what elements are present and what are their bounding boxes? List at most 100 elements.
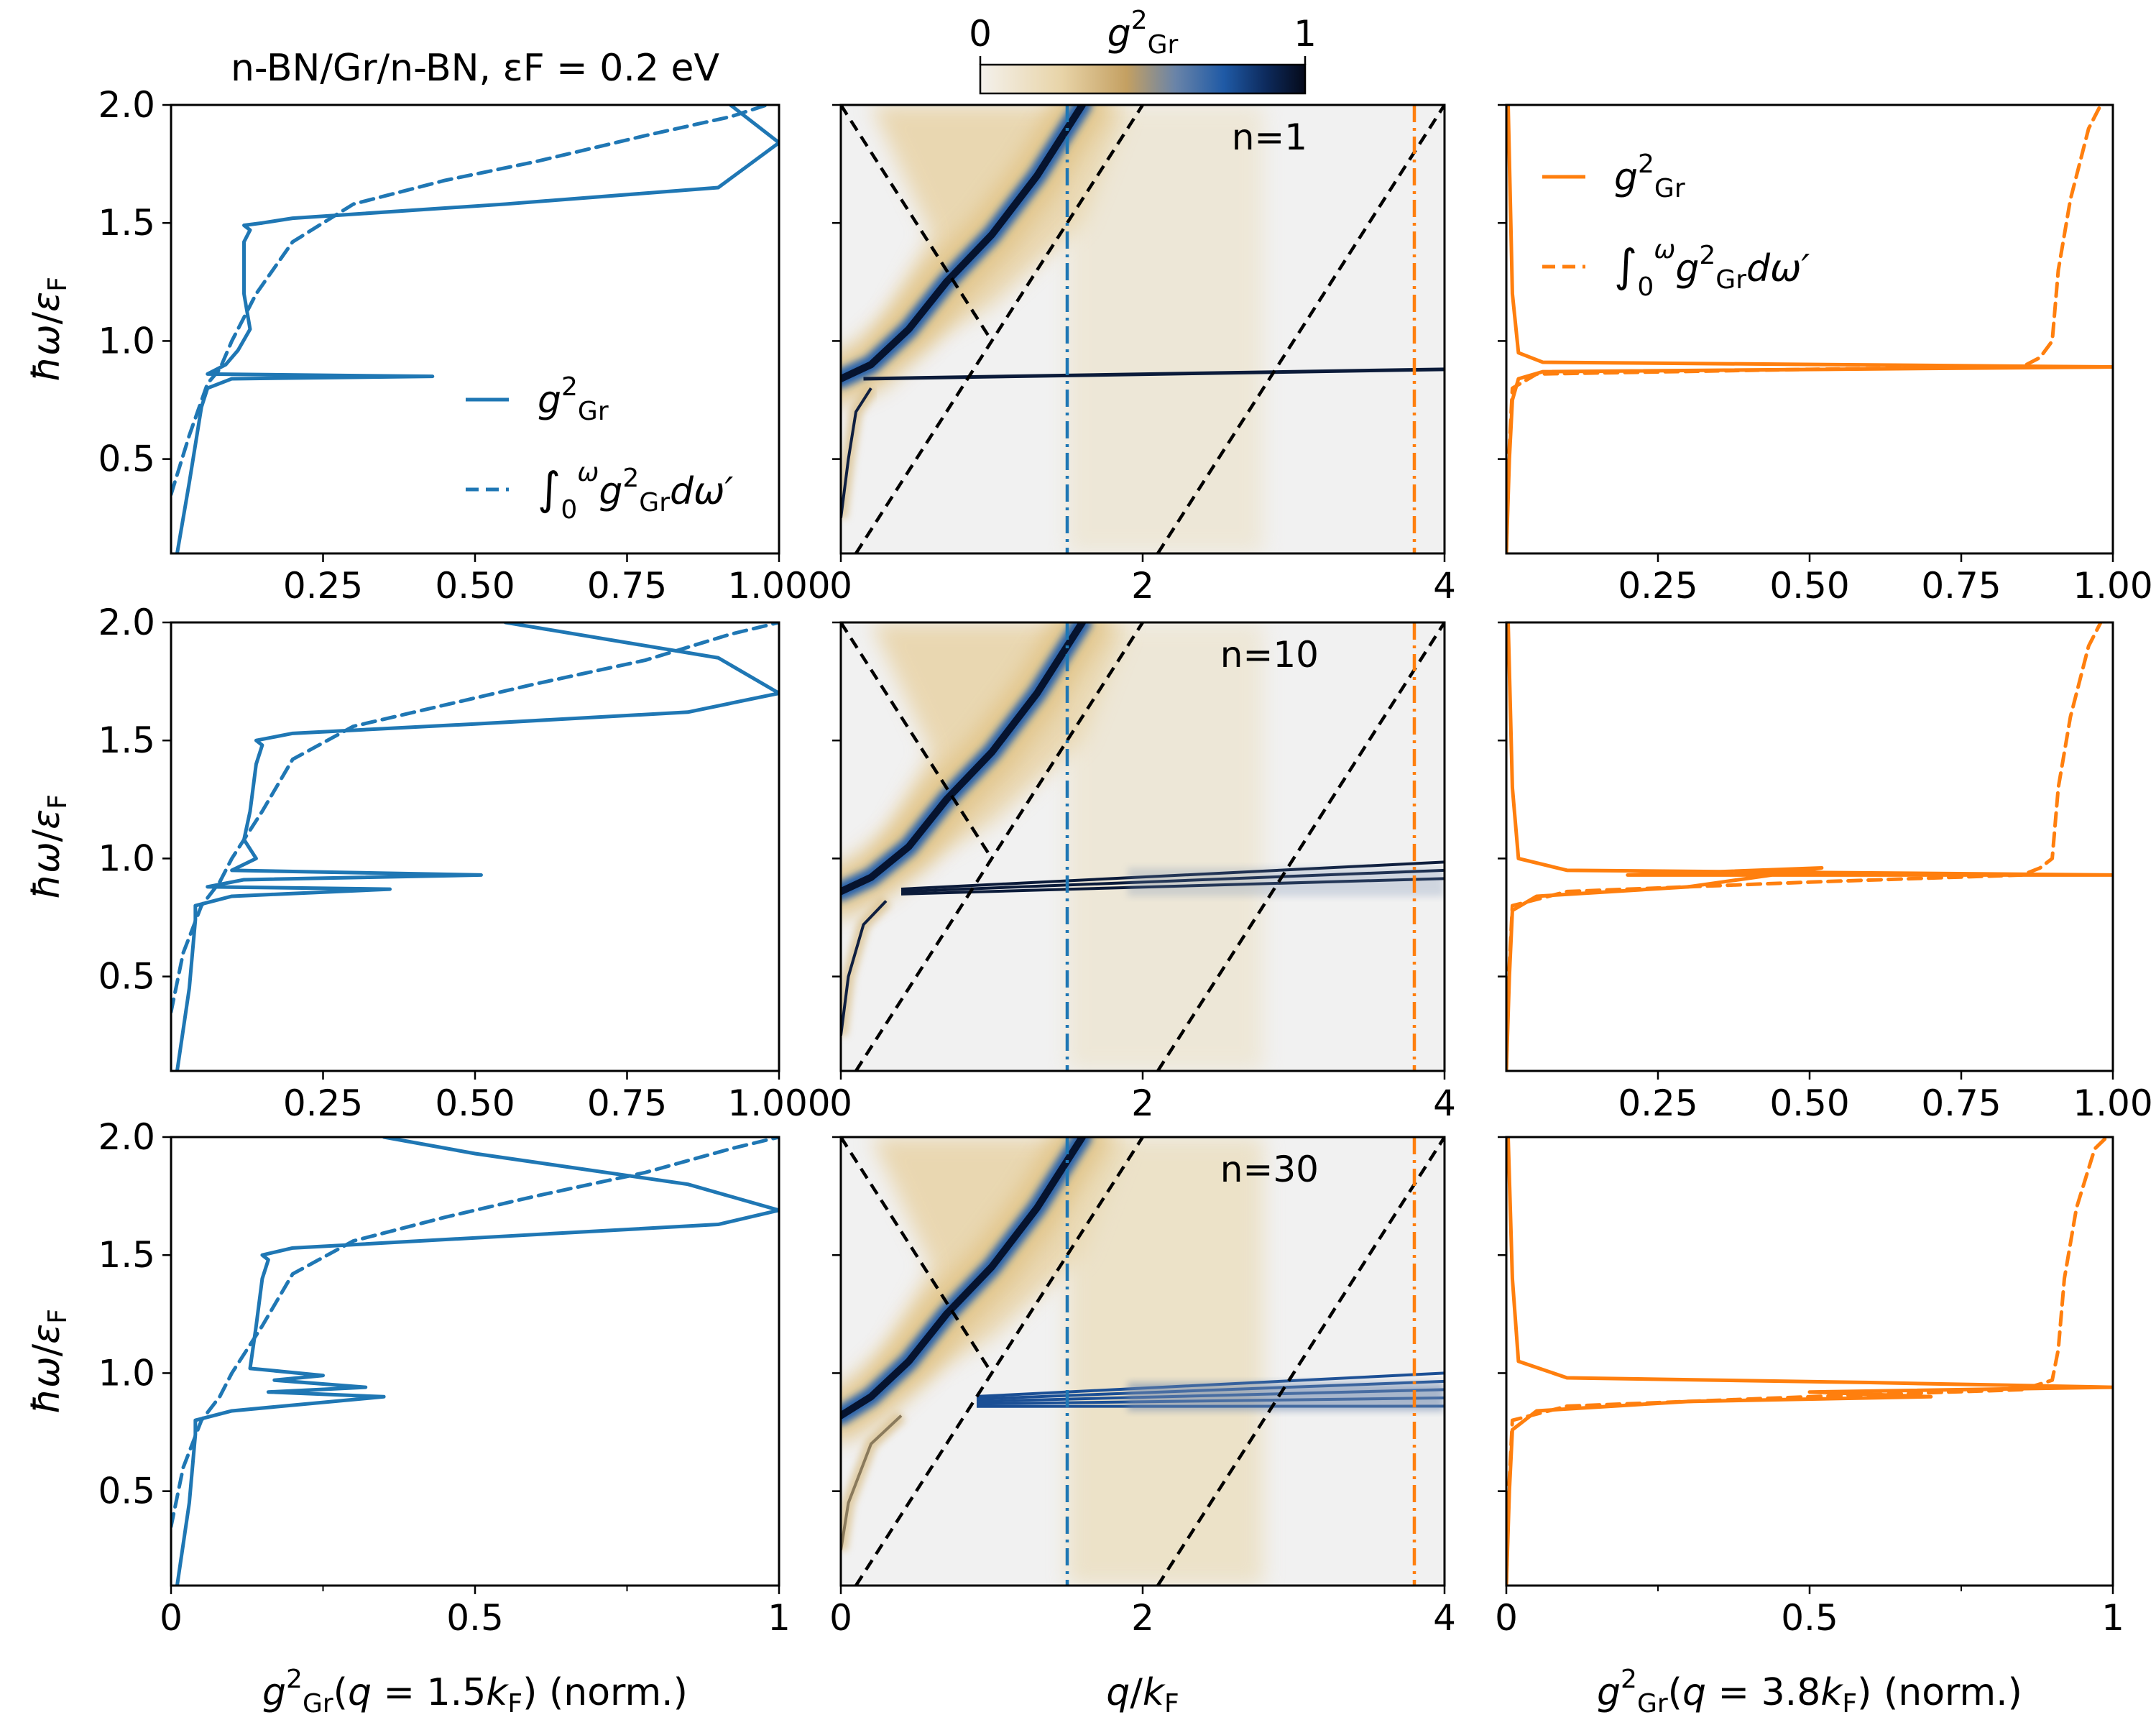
x-tick-label: 0.75 bbox=[1921, 1082, 2001, 1124]
legend-label-cumulative: ∫0ωg2Grdω′ bbox=[1614, 235, 1810, 302]
x-tick-label: 0.25 bbox=[283, 1082, 363, 1124]
y-tick-label: 1.5 bbox=[98, 719, 155, 761]
legend-label-cumulative: ∫0ωg2Grdω′ bbox=[538, 458, 734, 525]
label-part: ( bbox=[1668, 1671, 1682, 1714]
series-g2 bbox=[175, 622, 779, 1071]
x-tick-label: 0 bbox=[1495, 1597, 1518, 1639]
series-g2 bbox=[1506, 1137, 2113, 1586]
y-tick-label: 2.0 bbox=[98, 602, 155, 643]
lower-branch bbox=[841, 387, 872, 518]
axes-frame bbox=[839, 621, 1446, 1072]
label-part: g bbox=[1675, 247, 1699, 290]
x-tick-label: 0 bbox=[829, 565, 852, 607]
series-cumulative bbox=[171, 622, 779, 1014]
x-tick-label: 0.25 bbox=[283, 565, 363, 607]
axes-frame bbox=[839, 104, 1446, 555]
plasmon-core bbox=[841, 622, 1086, 896]
x-tick-label: 0.50 bbox=[1769, 565, 1849, 607]
panel-center-middle: n=10 0 2 4 bbox=[829, 621, 1456, 1124]
lightcone-dashed bbox=[841, 1137, 993, 1374]
label-part: ) (norm.) bbox=[1857, 1671, 2022, 1714]
label-part: Gr bbox=[1654, 174, 1685, 203]
series-cumulative bbox=[171, 105, 769, 497]
label-part: 2 bbox=[1621, 1665, 1637, 1694]
series-g2 bbox=[175, 1137, 779, 1586]
label-part: ω bbox=[1654, 235, 1675, 264]
x-tick-label: 2 bbox=[1131, 565, 1154, 607]
x-tick-label: 0.5 bbox=[446, 1597, 504, 1639]
continuum-band bbox=[1067, 105, 1263, 553]
panel-center-top: n=1 0 2 4 bbox=[829, 104, 1456, 607]
line-area bbox=[171, 622, 779, 1071]
label-part: ∫ bbox=[1614, 239, 1637, 292]
label-part: = 3.8 bbox=[1706, 1671, 1820, 1714]
series-cumulative bbox=[1506, 1137, 2109, 1586]
label-part: g bbox=[1597, 1671, 1621, 1714]
label-part: F bbox=[507, 1689, 522, 1719]
label-part: F bbox=[1842, 1689, 1857, 1719]
label-part: 0 bbox=[1637, 272, 1654, 302]
line-area bbox=[171, 105, 779, 553]
axes-frame bbox=[1505, 621, 2114, 1072]
x-tick-label: 0 bbox=[829, 1082, 852, 1124]
label-part: ε bbox=[25, 1324, 68, 1344]
lightcone-dashed bbox=[841, 622, 993, 860]
panel-right-middle: 0.25 0.50 0.75 1.00 bbox=[1498, 621, 2153, 1124]
label-part: ε bbox=[25, 292, 68, 312]
x-tick-label: 0.50 bbox=[1769, 1082, 1849, 1124]
x-tick-label: 0 bbox=[160, 1597, 183, 1639]
y-tick-label: 1.5 bbox=[98, 1234, 155, 1276]
label-part: g bbox=[538, 379, 561, 422]
x-tick-label: 1 bbox=[2101, 1597, 2124, 1639]
x-tick-label: 1.00 bbox=[2073, 1082, 2152, 1124]
lightcone-dashed bbox=[841, 105, 993, 342]
label-part: / bbox=[1130, 1671, 1143, 1714]
flat-band-fill bbox=[1128, 1382, 1445, 1411]
y-tick-label: 2.0 bbox=[98, 1116, 155, 1158]
x-tick-label: 4 bbox=[1433, 1082, 1456, 1124]
label-part: k bbox=[1143, 1671, 1166, 1714]
label-part: ħω bbox=[25, 1356, 68, 1414]
label-part: ħω bbox=[25, 842, 68, 899]
y-axis-label: ħω/εF bbox=[25, 794, 73, 899]
label-part: 2 bbox=[1131, 6, 1148, 35]
x-tick-label: 1.00 bbox=[2073, 565, 2152, 607]
y-tick-label: 0.5 bbox=[98, 956, 155, 998]
line-area bbox=[171, 1137, 779, 1586]
panel-left-middle: 0.25 0.50 0.75 1.000 0.5 1.0 1.5 2.0 ħω/εF bbox=[25, 602, 831, 1124]
flat-branch bbox=[863, 367, 1445, 381]
series-g2 bbox=[1506, 622, 2113, 1071]
lightcone-dashed bbox=[854, 622, 1144, 1071]
label-part: q bbox=[1682, 1671, 1706, 1714]
panel-annotation: n=1 bbox=[1232, 116, 1307, 158]
continuum-band bbox=[1067, 1137, 1263, 1586]
label-part: ω′ bbox=[694, 470, 734, 513]
series-cumulative bbox=[1506, 105, 2103, 553]
legend-label-g2: g2Gr bbox=[1614, 150, 1685, 203]
label-part: / bbox=[25, 829, 68, 842]
label-part: / bbox=[25, 1343, 68, 1356]
label-part: Gr bbox=[303, 1689, 333, 1719]
x-tick-label: 0.75 bbox=[587, 1082, 667, 1124]
label-part: 2 bbox=[1699, 241, 1715, 270]
label-part: k bbox=[1820, 1671, 1843, 1714]
lightcone-dashed bbox=[1156, 105, 1445, 553]
axes-frame bbox=[839, 1136, 1446, 1587]
label-part: ω′ bbox=[1770, 247, 1810, 290]
label-part: 2 bbox=[1638, 150, 1654, 179]
panel-annotation: n=10 bbox=[1220, 634, 1319, 676]
x-axis-label: g2Gr(q = 1.5kF) (norm.) bbox=[262, 1665, 688, 1719]
label-part: = 1.5 bbox=[372, 1671, 486, 1714]
x-tick-label: 0.5 bbox=[1781, 1597, 1838, 1639]
x-tick-label: 0.25 bbox=[1618, 565, 1697, 607]
y-tick-label: 0.5 bbox=[98, 1471, 155, 1512]
label-part: q bbox=[348, 1671, 372, 1714]
label-part: ( bbox=[333, 1671, 348, 1714]
label-part: Gr bbox=[1148, 30, 1179, 60]
label-part: g bbox=[1614, 156, 1638, 199]
x-tick-label: 4 bbox=[1433, 565, 1456, 607]
colorbar-min-label: 0 bbox=[969, 13, 992, 55]
label-part: Gr bbox=[1637, 1689, 1668, 1719]
